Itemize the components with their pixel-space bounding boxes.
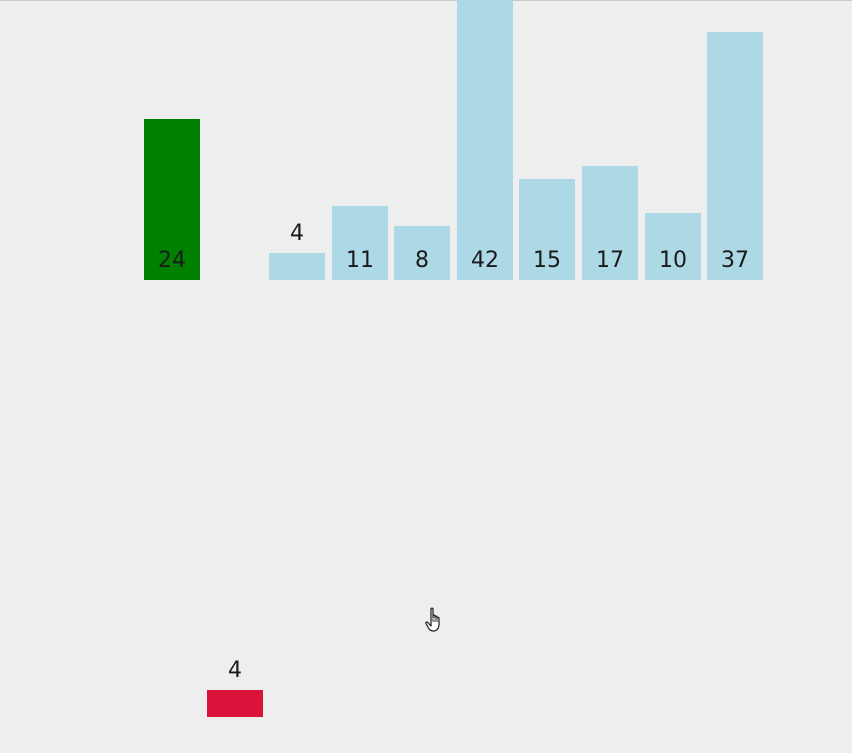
array-bar-6 xyxy=(645,213,701,280)
array-bar-4-label: 15 xyxy=(533,248,561,273)
array-bar-5 xyxy=(582,166,638,280)
moving-bar-label: 4 xyxy=(228,658,242,683)
array-bar-7 xyxy=(707,32,763,280)
array-bar-0-label: 4 xyxy=(290,221,304,246)
array-bar-0 xyxy=(269,253,325,280)
array-bar-1 xyxy=(332,206,388,280)
array-bar-2 xyxy=(394,226,450,280)
array-bar-3-label: 42 xyxy=(471,248,499,273)
pivot-bar xyxy=(144,119,200,280)
array-bar-1-label: 11 xyxy=(346,248,374,273)
pivot-bar-label: 24 xyxy=(158,248,186,273)
array-bar-5-label: 17 xyxy=(596,248,624,273)
array-bar-3 xyxy=(457,0,513,280)
hand-pointer-icon xyxy=(425,607,440,632)
array-bar-4 xyxy=(519,179,575,280)
array-bar-7-label: 37 xyxy=(721,248,749,273)
moving-bar xyxy=(207,690,263,717)
array-bar-2-label: 8 xyxy=(415,248,429,273)
array-bar-6-label: 10 xyxy=(659,248,687,273)
